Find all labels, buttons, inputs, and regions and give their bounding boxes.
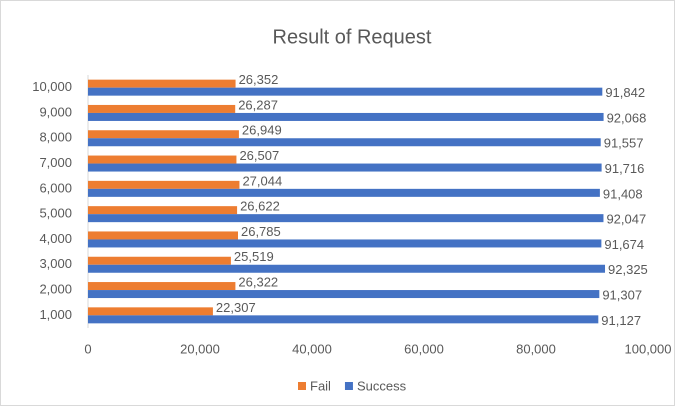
y-tick-label: 4,000: [39, 231, 72, 246]
data-label: 26,287: [238, 97, 278, 112]
bar: [88, 231, 238, 240]
data-label: 22,307: [216, 300, 256, 315]
bar: [88, 104, 236, 113]
data-label: 91,127: [601, 313, 641, 328]
data-label: 91,842: [605, 85, 645, 100]
y-tick-label: 8,000: [39, 130, 72, 145]
bar: [88, 256, 231, 265]
y-tick-label: 7,000: [39, 155, 72, 170]
bar: [88, 155, 237, 164]
data-label: 27,044: [242, 173, 282, 188]
chart-title: Result of Request: [273, 26, 432, 48]
bar: [88, 315, 599, 324]
x-tick-label: 20,000: [180, 341, 220, 356]
data-label: 25,519: [234, 249, 274, 264]
chart-border: [0, 0, 675, 406]
bar: [88, 87, 603, 96]
bar: [88, 206, 238, 215]
bar: [88, 180, 240, 189]
data-label: 26,785: [241, 224, 281, 239]
x-tick-label: 80,000: [516, 341, 556, 356]
bar: [88, 138, 601, 147]
bar: [88, 282, 236, 291]
bar: [88, 188, 600, 197]
data-label: 26,507: [239, 148, 279, 163]
x-tick-label: 40,000: [292, 341, 332, 356]
data-label: 92,068: [607, 110, 647, 125]
bar: [88, 290, 600, 299]
y-tick-label: 5,000: [39, 206, 72, 221]
data-label: 91,307: [602, 287, 642, 302]
y-tick-label: 3,000: [39, 256, 72, 271]
legend-swatch: [298, 382, 306, 390]
x-tick-label: 0: [84, 341, 91, 356]
data-label: 26,949: [242, 123, 282, 138]
legend-label: Success: [357, 378, 407, 393]
bar: [88, 264, 606, 273]
y-tick-label: 2,000: [39, 281, 72, 296]
x-tick-label: 100,000: [625, 341, 672, 356]
bar: [88, 163, 602, 172]
data-label: 26,322: [238, 274, 278, 289]
data-label: 91,674: [604, 237, 644, 252]
legend-label: Fail: [310, 378, 331, 393]
bar: [88, 307, 213, 316]
y-tick-label: 1,000: [39, 307, 72, 322]
bar: [88, 239, 602, 248]
y-tick-label: 9,000: [39, 104, 72, 119]
bar: [88, 79, 236, 88]
y-tick-label: 6,000: [39, 180, 72, 195]
legend-swatch: [344, 382, 353, 390]
bar: [88, 130, 239, 139]
data-label: 26,622: [240, 199, 280, 214]
data-label: 92,325: [608, 262, 648, 277]
x-tick-label: 60,000: [404, 341, 444, 356]
bar: [88, 214, 604, 223]
data-label: 92,047: [606, 212, 646, 227]
y-tick-label: 10,000: [32, 79, 72, 94]
data-label: 91,716: [605, 161, 645, 176]
data-label: 91,408: [603, 186, 643, 201]
bar: [88, 112, 604, 121]
data-label: 26,352: [239, 72, 279, 87]
data-label: 91,557: [604, 136, 644, 151]
